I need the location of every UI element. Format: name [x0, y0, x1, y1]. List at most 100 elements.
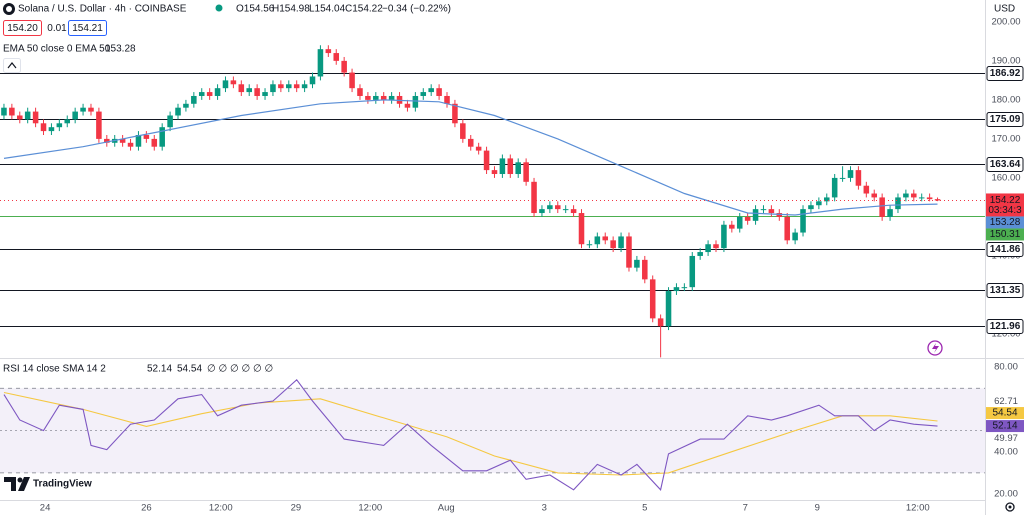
candle-body [491, 170, 498, 175]
candle-body [760, 209, 767, 211]
market-status [215, 4, 223, 12]
candle-body [143, 134, 150, 139]
rsi-badge [986, 420, 1024, 433]
settings-icon-center[interactable] [1008, 505, 1012, 509]
candle-body [270, 84, 276, 93]
candle-body [594, 236, 601, 245]
candle-body [325, 49, 332, 54]
candle-body [357, 88, 363, 96]
rsi-legend-extra: ∅ ∅ ∅ ∅ ∅ ∅ [207, 364, 273, 375]
candle-body [96, 111, 102, 139]
y-tick-label: 200.00 [991, 16, 1020, 27]
candle-body [926, 197, 933, 200]
buy-button[interactable] [68, 20, 107, 36]
candle-body [626, 236, 632, 268]
candle-body [934, 199, 941, 201]
candle-body [768, 209, 775, 214]
settings-icon[interactable] [1005, 502, 1015, 512]
sma-line [3, 391, 938, 476]
candle-body [293, 84, 300, 89]
candle-body [800, 209, 806, 233]
candle-body [831, 177, 838, 198]
rsi-tick-label: 40.00 [994, 446, 1018, 457]
candle-body [317, 49, 324, 77]
candle-body [183, 103, 189, 108]
collapse-icon[interactable] [7, 62, 17, 69]
candle-body [420, 92, 427, 96]
last-price-badge [986, 193, 1024, 217]
candle-body [309, 76, 316, 85]
alert-icon[interactable] [927, 340, 943, 356]
x-tick-label: 12:00 [358, 503, 382, 514]
mark-layer [0, 45, 985, 491]
candle-body [555, 205, 561, 210]
candle-body [404, 103, 411, 108]
ohlc-high: H154.98 [272, 4, 310, 15]
level-badge [986, 242, 1024, 257]
x-tick-label: 12:00 [209, 503, 233, 514]
candle-body [64, 119, 71, 124]
candle-body [871, 193, 878, 198]
candle-body [88, 107, 94, 112]
x-tick-label: 7 [743, 503, 748, 514]
candle-body [665, 291, 672, 327]
x-tick-label: 24 [40, 503, 51, 514]
candle-body [776, 213, 783, 217]
candle-body [373, 95, 379, 100]
rsi-tick-label: 20.00 [994, 489, 1018, 500]
candle-body [918, 197, 925, 199]
x-tick-label: 29 [291, 503, 302, 514]
candle-body [697, 252, 703, 256]
support-badge-label: 150.31 [990, 229, 1021, 240]
candle-body [436, 88, 442, 96]
x-tick-label: 9 [815, 503, 820, 514]
candle-body [887, 209, 893, 217]
candle-body [119, 138, 126, 143]
candle-body [230, 80, 237, 85]
candle-body [578, 213, 585, 245]
ohlc-open: O154.56 [236, 4, 275, 15]
candle-body [333, 53, 340, 61]
rsi-tick-label: 62.71 [994, 396, 1018, 407]
candle-body [618, 236, 624, 249]
rsi-line [3, 378, 938, 491]
candle-body [586, 244, 593, 246]
candle-body [634, 259, 640, 268]
ema-line [3, 99, 938, 216]
candle-body [104, 138, 110, 143]
candle-body [9, 107, 15, 116]
candle-body [823, 197, 830, 202]
candle-body [681, 287, 688, 289]
x-tick-label: Aug [438, 503, 455, 514]
x-tick-label: 26 [141, 503, 152, 514]
sma-badge-label: 54.54 [992, 408, 1017, 419]
level-label: 141.86 [990, 244, 1021, 255]
candle-body [32, 111, 39, 124]
alert-bolt[interactable] [932, 343, 939, 353]
candle-body [736, 216, 743, 229]
price-change: −0.34 (−0.22%) [382, 4, 451, 15]
candle-body [175, 107, 181, 116]
candle-body [729, 224, 735, 229]
candle-body [151, 138, 158, 147]
sell-price[interactable]: 154.20 [7, 23, 38, 34]
rsi-legend: RSI 14 close SMA 14 2 [3, 364, 106, 375]
rsi-badge-label: 52.14 [992, 421, 1017, 432]
candle-body [167, 115, 173, 128]
spread: 0.01 [47, 23, 67, 34]
level-label: 163.64 [990, 159, 1021, 170]
candle-body [903, 193, 909, 198]
sell-button[interactable] [3, 20, 42, 36]
y-tick-label: 190.00 [991, 55, 1020, 66]
candle-body [531, 181, 537, 214]
candle-body [48, 127, 55, 132]
candle-body [365, 95, 371, 100]
candle-body [839, 177, 846, 179]
buy-price[interactable]: 154.21 [72, 23, 103, 34]
candle-body [911, 193, 917, 198]
candle-body [222, 80, 229, 89]
candle-body [428, 88, 434, 93]
brand-name: TradingView [33, 479, 92, 490]
collapse-button[interactable] [3, 58, 21, 73]
back-layer [0, 73, 985, 474]
